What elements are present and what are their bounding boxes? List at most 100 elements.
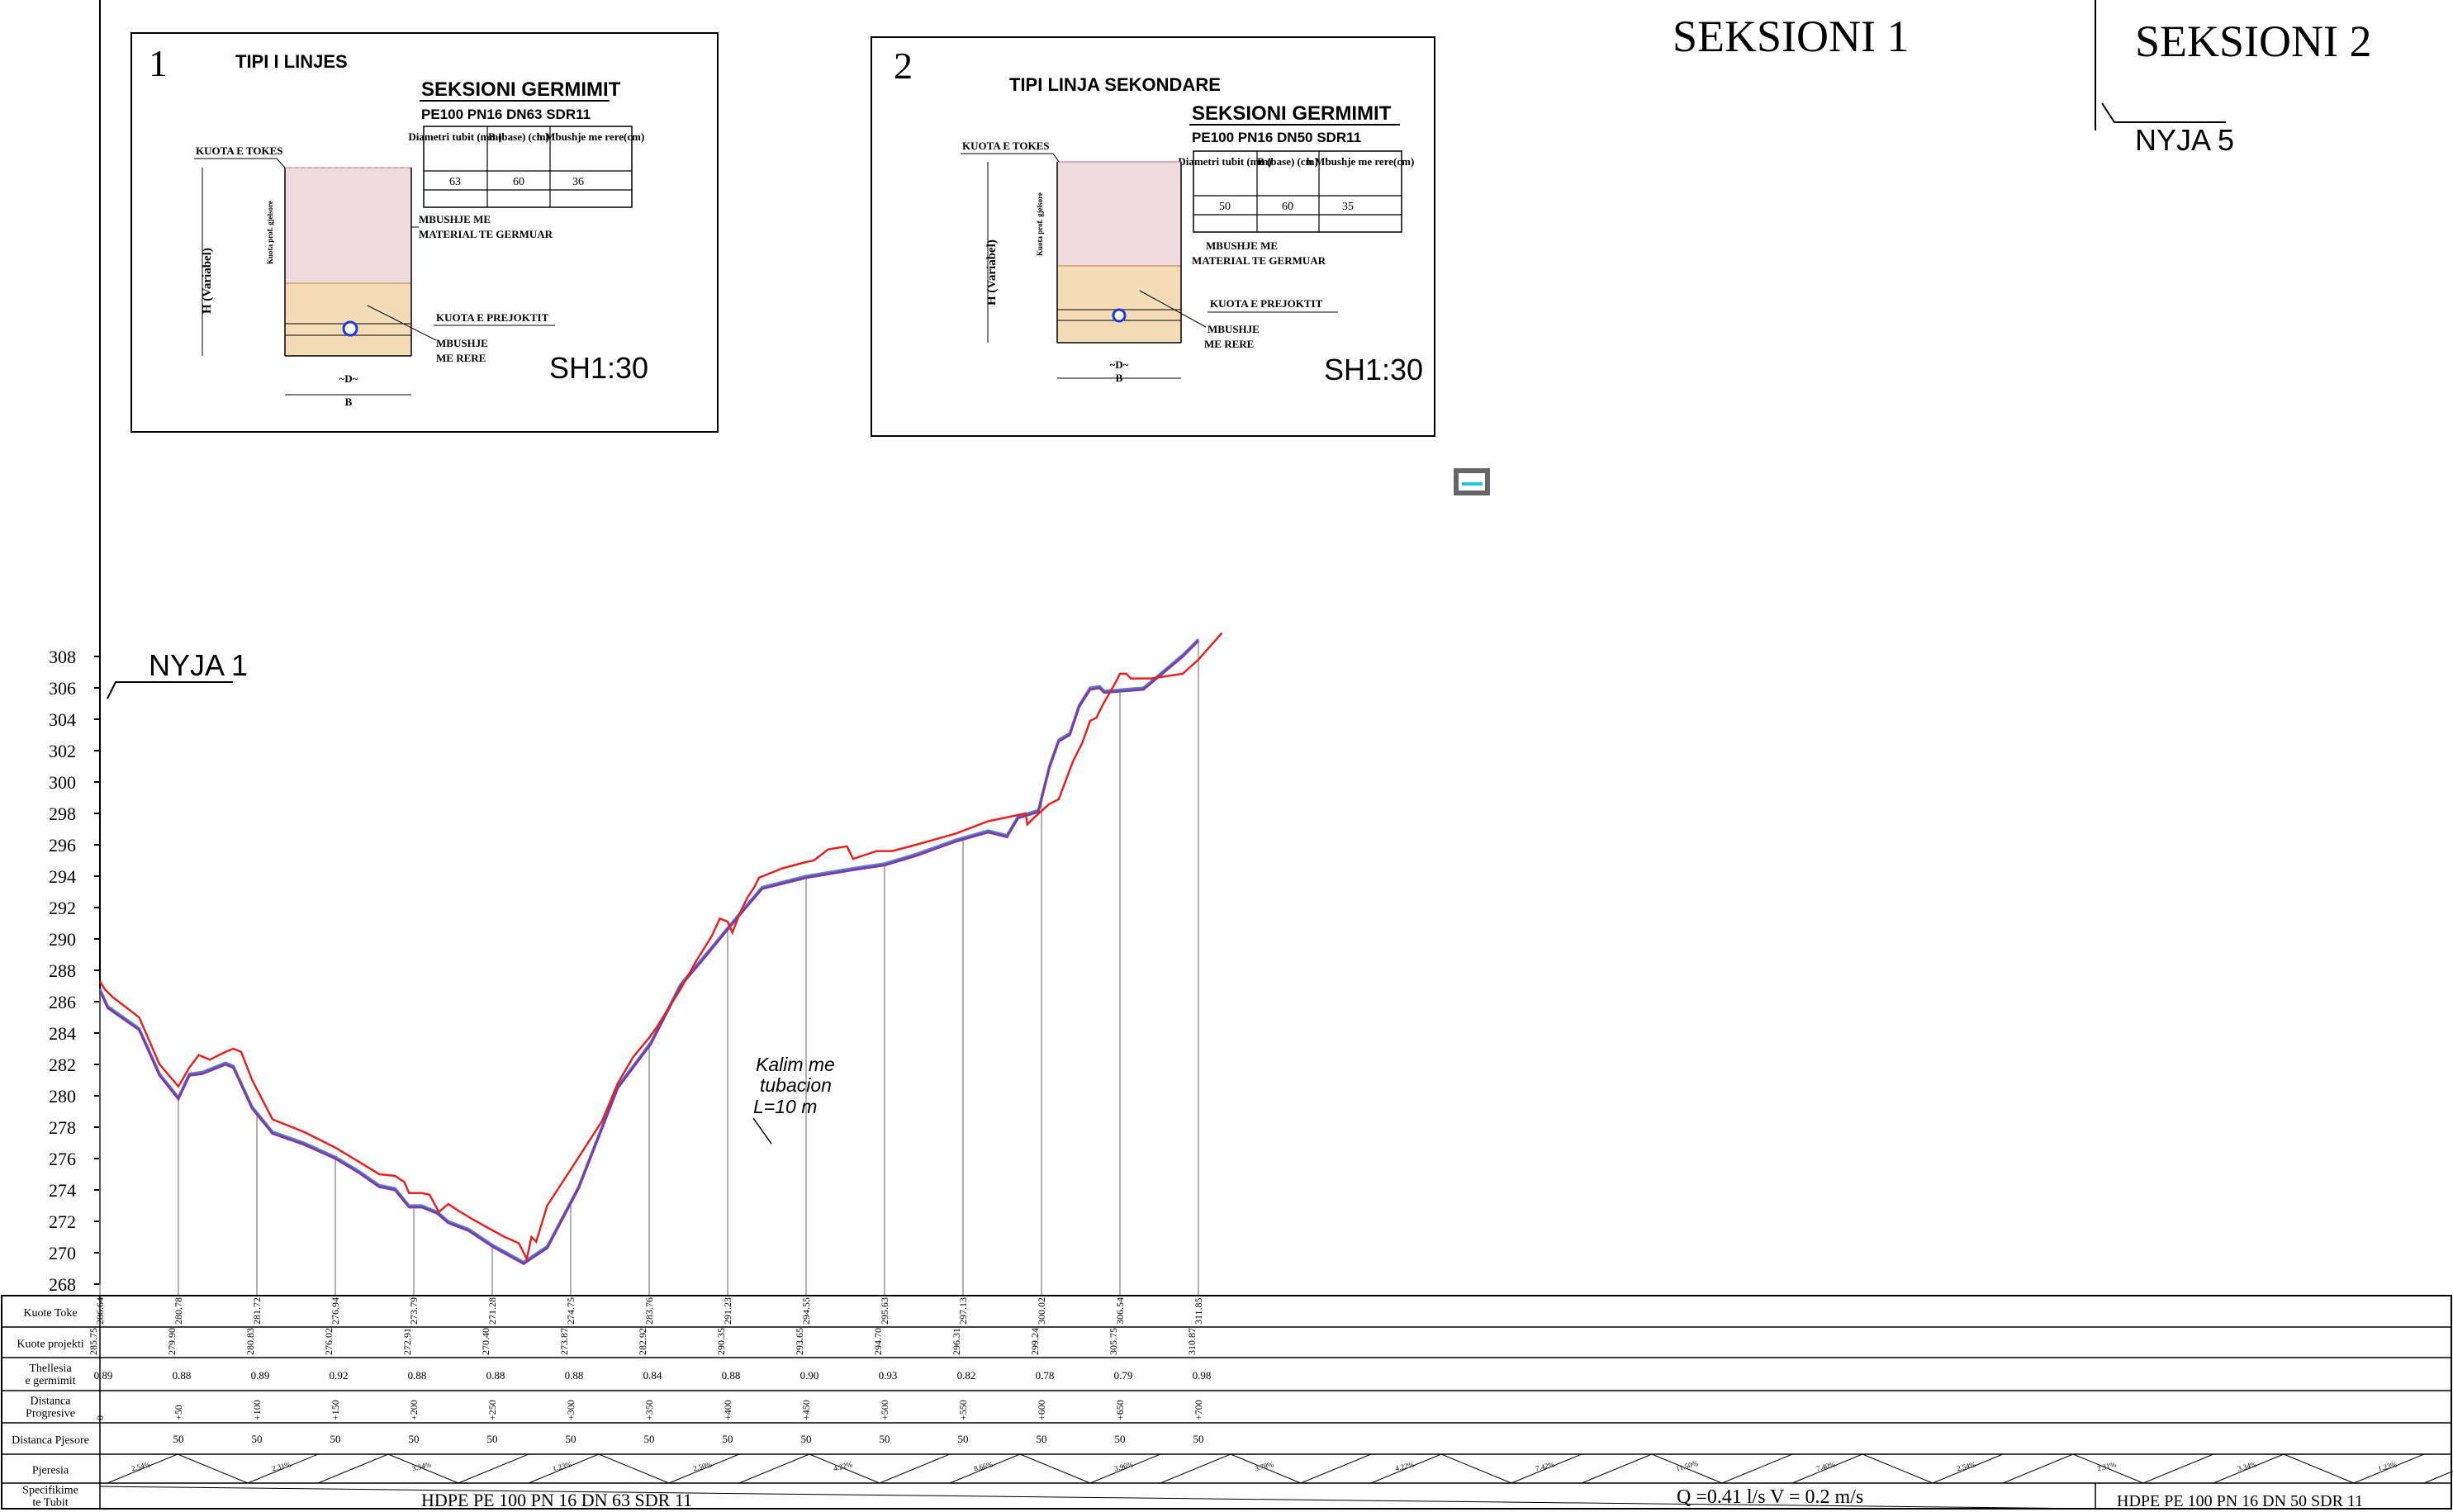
chainage-value: +150 [330,1400,341,1420]
detail-1-label-fill-2: MATERIAL TE GERMUAR [419,228,553,240]
section-1-title: SEKSIONI 1 [1672,12,1910,61]
slope-segment [1791,1453,1863,1484]
ground-elevation-value: 283.76 [643,1297,655,1325]
chainage-value: +100 [251,1400,263,1420]
ground-elevation-value: 273.79 [408,1297,420,1325]
trench-depth-value: 0.92 [330,1369,349,1382]
detail-1-table: Diametri tubit (mm) B (base) (cm) h Mbus… [408,126,645,208]
table-row-label: Kuote Toke [23,1307,77,1320]
trench-detail-1: 1 TIPI I LINJES SEKSIONI GERMIMIT PE100 … [130,32,719,433]
slope-segment [2423,1471,2453,1484]
detail-2-header-diameter: Diametri tubit (mm) [1178,155,1271,168]
detail-1-label-ground: KUOTA E TOKES [196,145,283,157]
slope-segment [317,1453,389,1484]
detail-1-number: 1 [149,42,168,84]
table-row-label: Specifikime [22,1485,78,1497]
trench-depth-value: 0.88 [486,1369,505,1382]
trench-depth-value: 0.98 [1193,1369,1212,1382]
ground-elevation-value: 311.85 [1193,1297,1204,1325]
slope-segment [949,1453,1021,1484]
chainage-value: +550 [957,1400,969,1420]
axis-tick-label: 308 [49,647,76,667]
ground-elevation-value: 297.13 [957,1297,969,1325]
ground-elevation-value: 280.78 [173,1297,184,1325]
slope-segment [107,1453,178,1484]
design-elevation-value: 305.75 [1108,1328,1119,1355]
segment-length-value: 50 [252,1433,263,1445]
chainage-value: +50 [173,1405,184,1420]
axis-tick-label: 300 [49,772,76,793]
detail-1-scale: SH1:30 [549,351,648,385]
segment-length-value: 50 [801,1433,812,1445]
axis-tick-label: 270 [49,1243,76,1263]
slope-segment [1721,1453,1793,1484]
chainage-value: +400 [722,1400,733,1420]
axis-tick-label: 278 [49,1117,76,1138]
axis-tick-label: 274 [49,1180,76,1201]
detail-2-value-base: 60 [1282,201,1293,213]
detail-1-label-fill-1: MBUSHJE ME [419,213,491,225]
design-elevation-value: 282.92 [637,1328,648,1355]
slope-segment [2072,1453,2144,1484]
axis-tick-label: 284 [49,1023,76,1044]
design-elevation-value: 273.87 [558,1328,570,1355]
axis-tick-label: 280 [49,1086,76,1107]
detail-2-label-b: B [1116,372,1123,384]
segment-length-value: 50 [173,1433,184,1445]
segment-length-value: 50 [330,1433,341,1445]
design-elevation-value: 299.24 [1029,1328,1041,1355]
axis-tick-label: 272 [49,1211,76,1232]
slope-segment [2142,1453,2214,1484]
section-2-title: SEKSIONI 2 [2135,17,2372,66]
design-elevation-value: 280.83 [244,1328,256,1355]
detail-2-label-sand-2: ME RERE [1204,338,1254,350]
table-row-label: Distanca Pjesore [12,1434,89,1447]
design-elevation-value: 296.31 [951,1328,962,1355]
segment-length-value: 50 [409,1433,420,1445]
slope-segment [668,1453,740,1484]
ground-elevation-value: 294.55 [800,1297,812,1325]
slope-segment [2353,1453,2425,1484]
detail-1-label-side: Kuota prof. gjelsore [266,201,274,264]
trench-depth-value: 0.88 [408,1369,427,1382]
detail-2-label-design: KUOTA E PREJOKTIT [1210,297,1323,310]
design-elevation-value: 290.35 [715,1328,727,1355]
axis-tick-label: 294 [49,866,76,887]
slope-segment [458,1453,529,1484]
detail-1-value-diameter: 63 [449,176,461,188]
ground-elevation-value: 276.94 [330,1297,341,1325]
axis-tick-label: 296 [49,835,76,856]
table-row-label: Thellesia [29,1363,72,1375]
table-row-label: te Tubit [32,1497,68,1510]
segment-length-value: 50 [487,1433,498,1445]
segment-length-value: 50 [1115,1433,1126,1445]
table-row-label: e germimit [25,1375,75,1387]
detail-1-header-fill: h Mbushje me rere(cm) [537,130,645,143]
chainage-value: +500 [879,1400,890,1420]
slope-segment [2213,1453,2285,1484]
axis-tick-label: 290 [49,929,76,950]
detail-1-label-height: H (Variabel) [201,248,214,314]
design-elevation-value: 276.02 [323,1328,334,1355]
trench-depth-value: 0.78 [1036,1369,1055,1382]
slope-segment [1511,1453,1582,1484]
detail-2-label-side: Kuota prof. gjelsore [1036,192,1044,256]
detail-2-number: 2 [894,45,913,87]
detail-2-value-diameter: 50 [1219,201,1231,213]
trench-depth-value: 0.90 [800,1369,819,1382]
design-elevation-value: 279.90 [166,1328,178,1355]
slope-segment [387,1453,459,1484]
slope-segment [528,1453,600,1484]
detail-1-label-b: B [345,396,353,408]
axis-tick-label: 306 [49,678,76,699]
pipe-crossing-note: Kalim me tubacion L=10 m [752,1054,835,1145]
detail-2-pipe-spec: PE100 PN16 DN50 SDR11 [1192,130,1361,145]
design-elevation-value: 272.91 [401,1328,413,1355]
slope-segment [1230,1453,1302,1484]
crossing-note-line-3: L=10 m [753,1096,817,1117]
chainage-value: +200 [408,1400,420,1420]
design-elevation-value: 310.87 [1186,1328,1198,1355]
axis-tick-label: 292 [49,898,76,918]
slope-segment [1932,1453,2004,1484]
